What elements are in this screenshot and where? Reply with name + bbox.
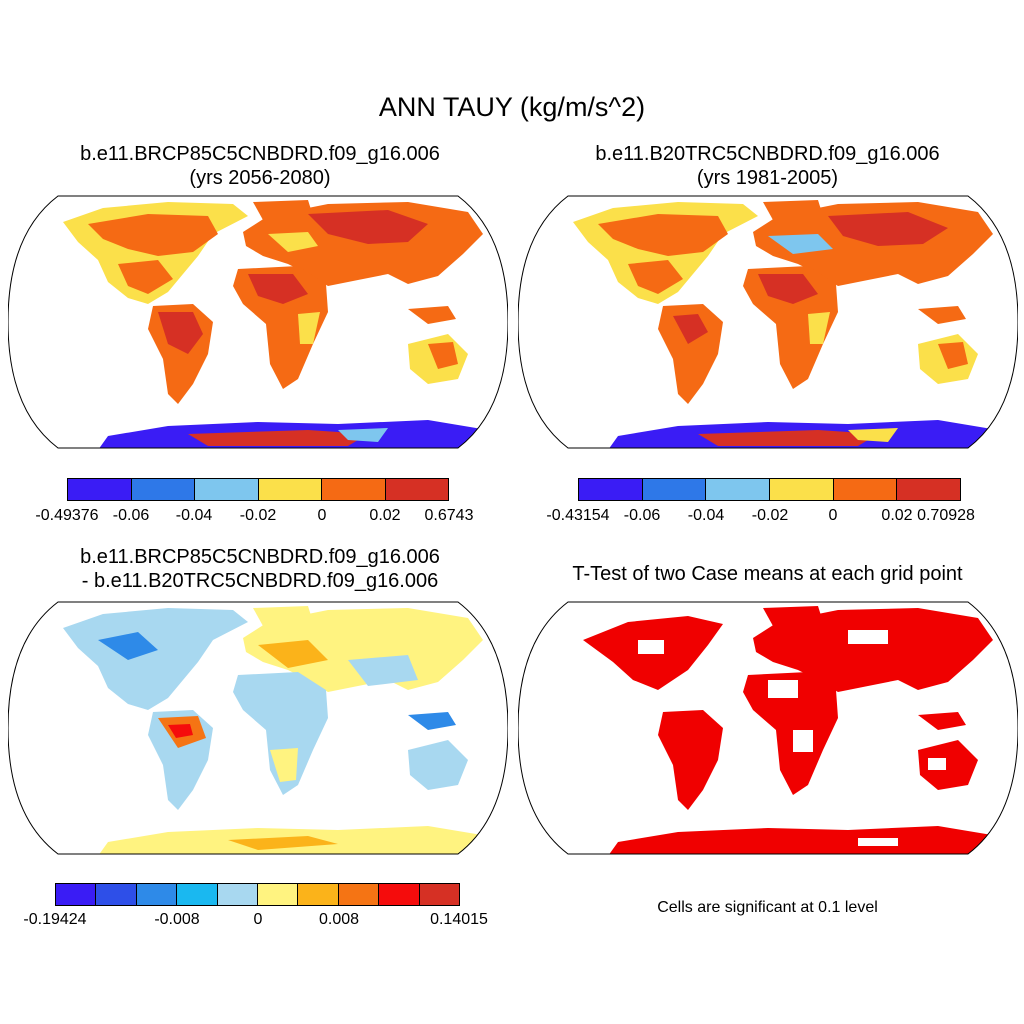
panel-case-name: b.e11.B20TRC5CNBDRD.f09_g16.006 bbox=[595, 143, 940, 165]
panel-title-bottom-left: b.e11.BRCP85C5CNBDRD.f09_g16.006 - b.e11… bbox=[15, 545, 505, 593]
map-historical-case bbox=[518, 195, 1018, 449]
map-ttest-significance bbox=[518, 601, 1018, 855]
map-future-case bbox=[8, 195, 508, 449]
panel-title-top-left: b.e11.BRCP85C5CNBDRD.f09_g16.006 (yrs 20… bbox=[15, 142, 505, 190]
panel-years: (yrs 1981-2005) bbox=[696, 167, 839, 189]
colorbar-label: 0.14015 bbox=[430, 911, 488, 928]
colorbar-box bbox=[177, 884, 218, 905]
colorbar-label: -0.04 bbox=[687, 507, 725, 524]
colorbar-box bbox=[770, 479, 834, 500]
colorbar-top-right bbox=[578, 478, 961, 501]
colorbar-label: 0.02 bbox=[369, 507, 401, 524]
map-difference bbox=[8, 601, 508, 855]
colorbar-label: -0.008 bbox=[154, 911, 200, 928]
colorbar-label: 0 bbox=[317, 507, 327, 524]
colorbar-label: 0 bbox=[828, 507, 838, 524]
colorbar-box bbox=[419, 884, 460, 905]
colorbar-label: -0.49376 bbox=[35, 507, 99, 524]
colorbar-box bbox=[706, 479, 771, 500]
colorbar-label: 0.008 bbox=[318, 911, 360, 928]
colorbar-box bbox=[897, 479, 961, 500]
colorbar-box bbox=[385, 479, 448, 500]
colorbar-box bbox=[322, 479, 386, 500]
panel-case-name: b.e11.BRCP85C5CNBDRD.f09_g16.006 bbox=[80, 143, 440, 165]
colorbar-box bbox=[131, 479, 195, 500]
significant-cells bbox=[583, 606, 1008, 854]
colorbar-box bbox=[833, 479, 898, 500]
colorbar-label: -0.02 bbox=[239, 507, 277, 524]
colorbar-top-left bbox=[67, 478, 449, 501]
figure-title: ANN TAUY (kg/m/s^2) bbox=[378, 92, 646, 122]
colorbar-box bbox=[579, 479, 643, 500]
colorbar-label: 0.02 bbox=[881, 507, 913, 524]
colorbar-box bbox=[96, 884, 137, 905]
colorbar-bottom-left bbox=[55, 883, 460, 906]
colorbar-label: -0.19424 bbox=[23, 911, 87, 928]
colorbar-box bbox=[195, 479, 259, 500]
land-fill bbox=[573, 200, 1008, 448]
significance-note: Cells are significant at 0.1 level bbox=[657, 899, 878, 916]
land-fill bbox=[63, 200, 498, 448]
colorbar-box bbox=[68, 479, 132, 500]
land-fill bbox=[63, 606, 498, 854]
panel-title-top-right: b.e11.B20TRC5CNBDRD.f09_g16.006 (yrs 198… bbox=[520, 142, 1015, 190]
colorbar-label: -0.06 bbox=[112, 507, 150, 524]
colorbar-box bbox=[642, 479, 707, 500]
colorbar-box bbox=[258, 884, 299, 905]
panel-case-name-minus: - b.e11.B20TRC5CNBDRD.f09_g16.006 bbox=[81, 570, 439, 592]
panel-case-name: b.e11.BRCP85C5CNBDRD.f09_g16.006 bbox=[80, 546, 440, 568]
colorbar-label: -0.04 bbox=[175, 507, 213, 524]
colorbar-label: 0.6743 bbox=[424, 507, 474, 524]
panel-years: (yrs 2056-2080) bbox=[189, 167, 331, 189]
colorbar-box bbox=[379, 884, 420, 905]
colorbar-label: -0.43154 bbox=[546, 507, 610, 524]
colorbar-label: -0.06 bbox=[623, 507, 661, 524]
colorbar-label: -0.02 bbox=[751, 507, 789, 524]
colorbar-box bbox=[338, 884, 380, 905]
colorbar-box bbox=[217, 884, 259, 905]
colorbar-label: 0.70928 bbox=[917, 507, 975, 524]
colorbar-box bbox=[298, 884, 339, 905]
non-significant-gaps bbox=[638, 630, 946, 846]
colorbar-box bbox=[258, 479, 322, 500]
panel-title-bottom-right: T-Test of two Case means at each grid po… bbox=[520, 562, 1015, 586]
ttest-title: T-Test of two Case means at each grid po… bbox=[572, 563, 963, 585]
colorbar-box bbox=[56, 884, 97, 905]
colorbar-label: 0 bbox=[253, 911, 263, 928]
colorbar-box bbox=[136, 884, 178, 905]
